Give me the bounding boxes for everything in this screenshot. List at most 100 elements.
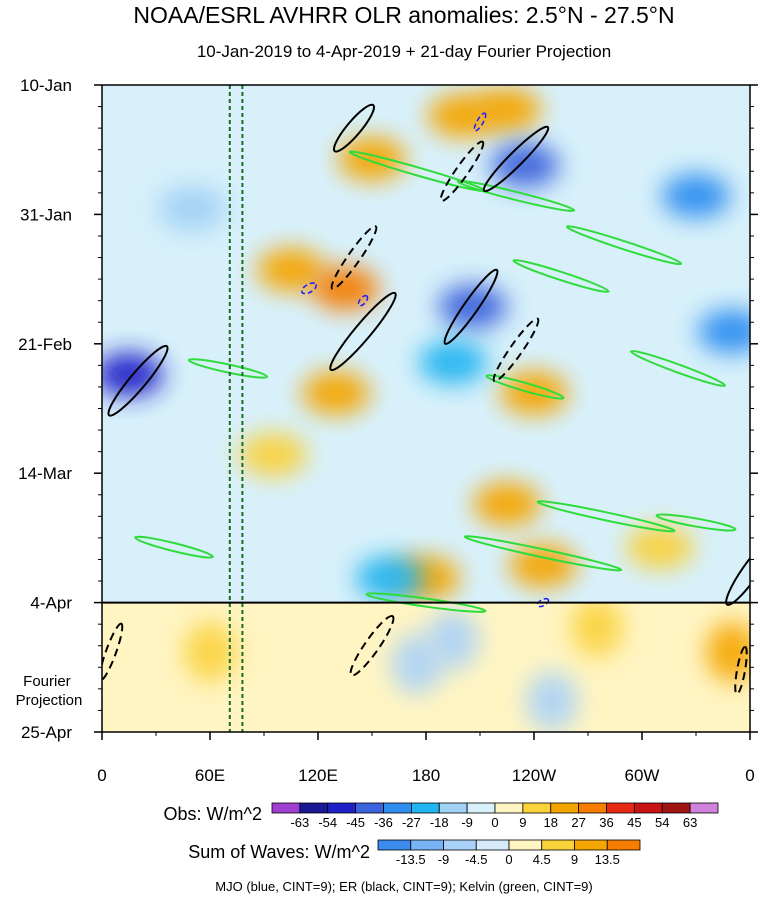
kelvin-contour-10: [365, 592, 487, 613]
er-contour-1: [482, 125, 550, 193]
obs-colorbar-swatch-1: [299, 802, 329, 814]
y-tick-label: 21-Feb: [18, 335, 72, 354]
olr-anomaly-6: [473, 87, 541, 132]
projection-anomaly-field: [184, 603, 750, 732]
plot-area: [102, 85, 750, 732]
wave-colorbar-swatch-6: [574, 839, 608, 851]
er-contour-0: [332, 103, 376, 153]
olr-anomaly-3: [302, 371, 370, 416]
obs-colorbar-label: 45: [627, 815, 641, 830]
wave-colorbar-label: 4.5: [533, 852, 551, 867]
wave-colorbar-swatch-3: [475, 839, 510, 851]
er-contour-8: [492, 317, 540, 383]
obs-colorbar-swatch-0: [271, 802, 301, 814]
olr-anomaly-15: [239, 432, 307, 477]
kelvin-contour-11: [655, 513, 737, 532]
obs-colorbar: -63 -54 -45 -36 -27 -18 -9 0 9 18 27 36 45 54 63: [271, 802, 719, 830]
obs-colorbar-label: 27: [571, 815, 585, 830]
obs-colorbar-label: 63: [683, 815, 697, 830]
mjo-contour-0: [473, 112, 487, 132]
obs-colorbar-label: -27: [402, 815, 421, 830]
er-contour-6: [330, 225, 378, 290]
obs-colorbar-label: -45: [346, 815, 365, 830]
obs-colorbar-swatch-3: [355, 802, 384, 814]
obs-colorbar-swatch-8: [494, 802, 524, 814]
wave-colorbar-swatch-0: [377, 839, 412, 851]
wave-colorbar-label: -9: [438, 852, 450, 867]
kelvin-contour-1: [456, 179, 576, 212]
y-tick-label: 25-Apr: [21, 723, 72, 742]
olr-anomaly-16: [626, 525, 694, 570]
x-tick-label: 0: [745, 766, 754, 785]
obs-colorbar-label: 9: [519, 815, 526, 830]
y-tick-label: 31-Jan: [20, 205, 72, 224]
wave-legend-footnote: MJO (blue, CINT=9); ER (black, CINT=9); …: [215, 879, 592, 894]
olr-anomaly-17: [158, 186, 226, 231]
kelvin-contour-9: [134, 535, 214, 559]
kelvin-contour-7: [463, 535, 623, 572]
olr-anomaly-18: [419, 340, 487, 385]
obs-colorbar-label: -18: [430, 815, 449, 830]
wave-colorbar-label: -4.5: [465, 852, 487, 867]
obs-colorbar-swatch-13: [633, 802, 663, 814]
wave-colorbar-swatch-2: [443, 839, 477, 851]
olr-anomaly-4: [338, 136, 406, 181]
wave-colorbar-swatch-4: [508, 839, 543, 851]
olr-anomaly-1: [257, 247, 325, 292]
x-tick-label: 60W: [625, 766, 660, 785]
wave-colorbar-label: 9: [571, 852, 578, 867]
kelvin-contour-6: [536, 500, 676, 533]
x-tick-label: 120W: [512, 766, 556, 785]
kelvin-contour-3: [629, 349, 727, 387]
obs-colorbar-swatch-10: [550, 802, 580, 814]
wave-colorbar-swatch-7: [606, 839, 641, 851]
x-tick-label: 180: [412, 766, 440, 785]
chart-title: NOAA/ESRL AVHRR OLR anomalies: 2.5°N - 2…: [133, 2, 674, 28]
obs-colorbar-label: Obs: W/m^2: [164, 804, 262, 824]
wave-colorbar-label: Sum of Waves: W/m^2: [188, 842, 370, 862]
obs-colorbar-label: 36: [599, 815, 613, 830]
wave-colorbar-label: 13.5: [595, 852, 620, 867]
obs-colorbar-label: -9: [461, 815, 473, 830]
obs-colorbar-swatch-11: [578, 802, 607, 814]
wave-colorbar-swatch-5: [541, 839, 575, 851]
obs-colorbar-swatch-12: [606, 802, 635, 814]
er-contour-10: [102, 622, 124, 682]
y-axis: 10-Jan 31-Jan 21-Feb 14-Mar 4-Apr 25-Apr: [18, 76, 758, 742]
er-contour-9: [349, 614, 395, 677]
obs-colorbar-label: 18: [544, 815, 558, 830]
olr-anomaly-2: [311, 266, 379, 311]
projection-anomaly-4: [706, 621, 750, 682]
kelvin-contour-5: [485, 374, 565, 400]
waves-colorbar: -13.5 -9 -4.5 0 4.5 9 13.5: [377, 839, 641, 867]
y-tick-label: 14-Mar: [18, 464, 72, 483]
kelvin-contour-8: [187, 358, 269, 379]
obs-colorbar-label: -63: [290, 815, 309, 830]
kelvin-contour-2: [565, 225, 683, 266]
x-tick-label: 0: [97, 766, 106, 785]
obs-colorbar-label: -54: [318, 815, 337, 830]
obs-colorbar-swatch-5: [410, 802, 440, 814]
obs-colorbar-swatch-2: [327, 802, 357, 814]
x-axis: 0 60E 120E 180 120W 60W 0: [97, 732, 755, 785]
olr-anomaly-12: [698, 309, 750, 354]
obs-colorbar-swatch-9: [522, 802, 552, 814]
obs-colorbar-swatch-6: [438, 802, 468, 814]
obs-colorbar-swatch-14: [661, 802, 691, 814]
er-contour-11: [734, 645, 748, 696]
projection-anomaly-3: [526, 671, 578, 732]
x-tick-label: 60E: [195, 766, 225, 785]
kelvin-contour-4: [512, 259, 610, 293]
mjo-contour-3: [536, 597, 550, 608]
mjo-contour-1: [301, 282, 317, 295]
filtered-wave-contours: [102, 103, 750, 696]
obs-colorbar-swatch-7: [466, 802, 496, 814]
projection-anomaly-5: [571, 603, 623, 658]
wave-colorbar-swatch-1: [410, 839, 444, 851]
projection-anomaly-2: [427, 609, 479, 670]
obs-background: [102, 85, 750, 603]
wave-colorbar-label: -13.5: [396, 852, 426, 867]
olr-anomaly-10: [473, 482, 541, 527]
chart-subtitle: 10-Jan-2019 to 4-Apr-2019 + 21-day Fouri…: [197, 42, 611, 61]
